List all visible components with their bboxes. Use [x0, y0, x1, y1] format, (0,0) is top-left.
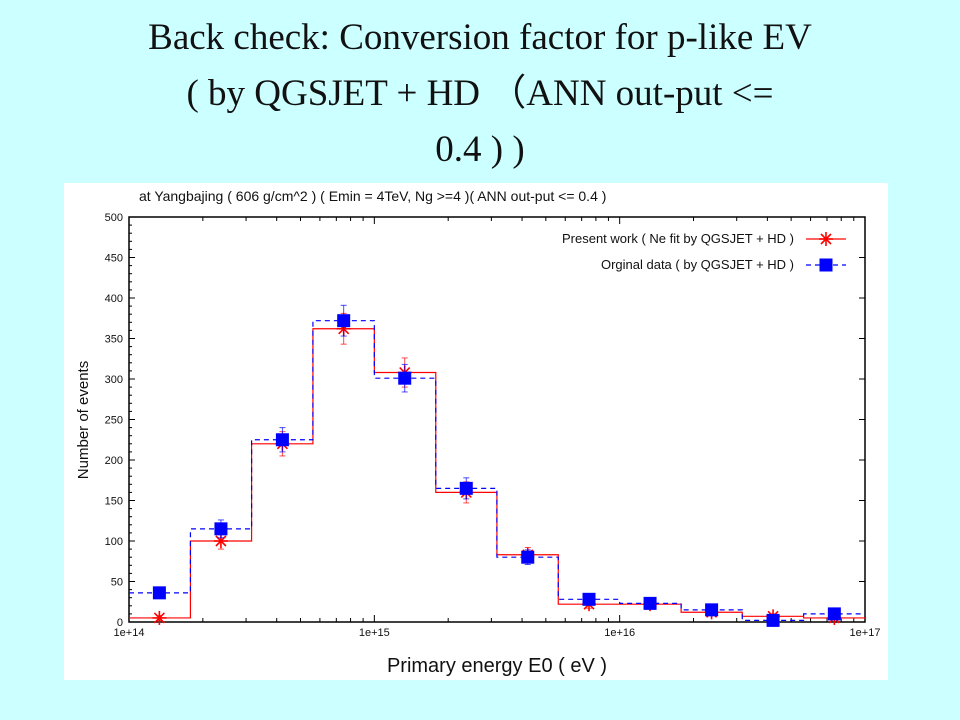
x-tick-label: 1e+14 — [114, 627, 145, 639]
y-tick-label: 0 — [117, 617, 123, 629]
y-tick-label: 50 — [111, 577, 123, 589]
series-step-line — [129, 328, 865, 619]
series-layer — [129, 304, 865, 627]
asterisk-stroke — [215, 535, 227, 547]
x-tick-label: 1e+16 — [604, 627, 635, 639]
series-step-line — [129, 320, 865, 621]
data-point-square — [337, 314, 351, 328]
x-axis: 1e+14 1e+15 1e+16 1e+17 — [114, 217, 881, 639]
data-point-square — [521, 550, 535, 564]
y-tick-label: 250 — [105, 415, 123, 427]
x-tick-label: 1e+15 — [359, 627, 390, 639]
legend-label: Present work ( Ne fit by QGSJET + HD ) — [562, 231, 794, 246]
data-point-square — [582, 592, 596, 606]
slide-title-line-3: 0.4 ) ) — [435, 129, 525, 170]
data-point-square — [398, 371, 412, 385]
y-tick-label: 400 — [105, 293, 123, 305]
y-tick-label: 300 — [105, 374, 123, 386]
legend: Present work ( Ne fit by QGSJET + HD ) Or… — [562, 231, 846, 272]
legend-marker-asterisk — [819, 232, 833, 246]
y-axis-label: Number of events — [75, 361, 92, 479]
histogram-chart: at Yangbajing ( 606 g/cm^2 ) ( Emin = 4T… — [75, 188, 881, 677]
data-point-square — [705, 603, 719, 617]
slide-title-line-2: ( by QGSJET + HD （ANN out-put <= — [186, 73, 774, 114]
y-tick-label: 450 — [105, 253, 123, 265]
y-tick-label: 150 — [105, 496, 123, 508]
y-tick-label: 350 — [105, 334, 123, 346]
data-point-square — [275, 433, 289, 447]
y-axis: 0 50 100 150 200 250 300 350 400 450 500 — [105, 212, 865, 629]
y-tick-label: 200 — [105, 455, 123, 467]
series-1 — [129, 312, 865, 625]
data-point-square — [214, 522, 228, 536]
series-2 — [129, 304, 865, 627]
data-point-asterisk — [152, 610, 167, 625]
chart-title: at Yangbajing ( 606 g/cm^2 ) ( Emin = 4T… — [139, 188, 606, 204]
legend-label: Orginal data ( by QGSJET + HD ) — [601, 257, 794, 272]
data-point-square — [152, 586, 166, 600]
data-point-square — [827, 607, 841, 621]
data-point-square — [459, 481, 473, 495]
slide-title-line-1: Back check: Conversion factor for p-like… — [148, 17, 812, 58]
y-tick-label: 100 — [105, 536, 123, 548]
plot-panel: at Yangbajing ( 606 g/cm^2 ) ( Emin = 4T… — [64, 183, 888, 680]
y-tick-label: 500 — [105, 212, 123, 224]
legend-marker-square — [819, 258, 833, 272]
asterisk-stroke — [153, 612, 165, 624]
data-point-square — [643, 596, 657, 610]
plot-area-frame — [128, 216, 866, 623]
asterisk-stroke — [820, 233, 832, 245]
x-axis-label: Primary energy E0 ( eV ) — [387, 655, 607, 677]
slide-title: Back check: Conversion factor for p-like… — [40, 10, 920, 178]
data-point-square — [766, 613, 780, 627]
x-tick-label: 1e+17 — [850, 627, 881, 639]
